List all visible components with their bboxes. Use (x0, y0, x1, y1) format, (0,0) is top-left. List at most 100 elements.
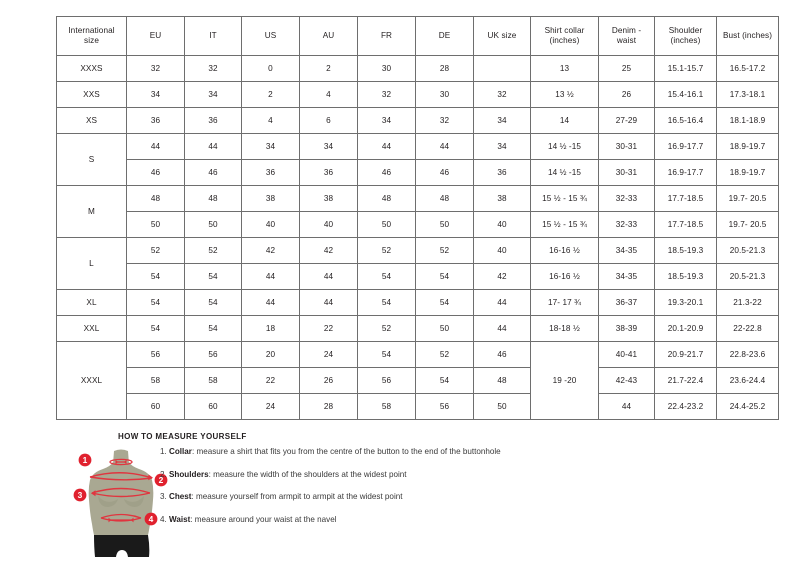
cell-au: 44 (299, 263, 358, 290)
cell-eu: 34 (126, 81, 185, 108)
cell-shirt-collar: 18-18 ½ (530, 315, 599, 342)
cell-au: 40 (299, 211, 358, 238)
table-header-row: International size EU IT US AU FR DE UK size Shir… (56, 16, 779, 56)
cell-shoulder: 18.5-19.3 (654, 263, 717, 290)
cell-us: 42 (241, 237, 300, 264)
cell-shirt-collar: 14 ½ -15 (530, 159, 599, 186)
size-chart-table-container: International size EU IT US AU FR DE UK size Shir… (56, 16, 779, 420)
cell-bust: 16.5-17.2 (716, 55, 779, 82)
mannequin-figure: 1 2 3 4 (70, 446, 172, 566)
svg-text:1: 1 (83, 455, 88, 465)
cell-au: 24 (299, 341, 358, 368)
cell-us: 44 (241, 263, 300, 290)
cell-fr: 58 (357, 393, 416, 420)
column-header-line: IT (209, 31, 217, 40)
cell-de: 30 (415, 81, 474, 108)
measure-step-text: : measure around your waist at the navel (190, 514, 337, 524)
table-row: S 44 44 34 34 44 44 34 14 ½ -15 30-31 16.9-17.7 18.… (56, 133, 779, 186)
cell-au: 42 (299, 237, 358, 264)
measure-step-number: 2. (160, 469, 167, 479)
measure-step-text: : measure a shirt that fits you from the… (191, 447, 501, 456)
cell-shirt-collar: 15 ½ - 15 ¾ (530, 211, 599, 238)
cell-us: 40 (241, 211, 300, 238)
cell-uk: 40 (473, 211, 531, 238)
cell-au: 26 (299, 367, 358, 394)
cell-denim: 25 (598, 55, 655, 82)
cell-shirt-collar: 13 (530, 55, 599, 82)
column-header-line: waist (616, 36, 637, 45)
cell-au: 38 (299, 185, 358, 212)
cell-uk: 44 (473, 289, 531, 316)
svg-text:2: 2 (159, 475, 164, 485)
cell-de: 52 (415, 237, 474, 264)
cell-us: 2 (241, 81, 300, 108)
cell-international-size: XXXS (56, 55, 127, 82)
cell-au: 2 (299, 55, 358, 82)
cell-uk: 44 (473, 315, 531, 342)
cell-international-size: S (56, 133, 127, 186)
cell-fr: 46 (357, 159, 416, 186)
cell-international-size: M (56, 185, 127, 238)
cell-shoulder: 16.9-17.7 (654, 133, 717, 160)
table-row: 58 58 22 26 56 54 48 42-43 21.7-22.4 23.6-24.4 (57, 367, 779, 394)
cell-fr: 32 (357, 81, 416, 108)
cell-de: 48 (415, 185, 474, 212)
how-to-measure-section: HOW TO MEASURE YOURSELF (0, 428, 787, 566)
measure-step: 2. Shoulders: measure the width of the s… (160, 469, 760, 479)
cell-eu: 54 (126, 289, 185, 316)
cell-uk: 36 (473, 159, 531, 186)
cell-it: 48 (184, 185, 242, 212)
column-header-line: International (68, 26, 115, 35)
measure-step-text: : measure yourself from armpit to armpit… (191, 492, 403, 502)
cell-de: 54 (415, 289, 474, 316)
cell-denim: 44 (598, 393, 655, 420)
cell-au: 6 (299, 107, 358, 134)
cell-eu: 44 (126, 133, 185, 160)
cell-it: 54 (184, 263, 242, 290)
cell-fr: 54 (357, 263, 416, 290)
cell-bust: 22-22.8 (716, 315, 779, 342)
measure-step: 3. Chest: measure yourself from armpit t… (160, 493, 760, 501)
cell-shirt-collar: 15 ½ - 15 ¾ (530, 185, 599, 212)
table-row: XXXS 32 32 0 2 30 28 13 25 15.1-15.7 16.5-17.2 (56, 55, 779, 82)
cell-shoulder: 20.1-20.9 (654, 315, 717, 342)
column-header-line: (inches) (549, 36, 580, 45)
cell-eu: 54 (126, 263, 185, 290)
cell-bust: 17.3-18.1 (716, 81, 779, 108)
cell-fr: 54 (357, 289, 416, 316)
cell-shirt-collar: 19 -20 (530, 341, 599, 420)
measure-step-number: 4. (160, 514, 167, 524)
column-header-us: US (241, 16, 300, 56)
cell-uk: 46 (473, 341, 531, 368)
cell-international-size: XL (56, 289, 127, 316)
cell-uk: 32 (473, 81, 531, 108)
how-to-measure-title: HOW TO MEASURE YOURSELF (118, 432, 247, 441)
cell-it: 36 (184, 107, 242, 134)
cell-uk: 34 (473, 107, 531, 134)
column-header-line: (inches) (670, 36, 701, 45)
cell-bust: 19.7- 20.5 (716, 185, 779, 212)
cell-denim: 34-35 (598, 263, 655, 290)
cell-eu: 46 (126, 159, 185, 186)
cell-bust: 23.6-24.4 (716, 367, 779, 394)
cell-fr: 52 (357, 315, 416, 342)
measure-step: 4. Waist: measure around your waist at t… (160, 514, 760, 524)
column-header-line: Shirt collar (544, 26, 585, 35)
cell-us: 20 (241, 341, 300, 368)
column-header-de: DE (415, 16, 474, 56)
cell-uk: 42 (473, 263, 531, 290)
column-header-line: FR (380, 31, 393, 40)
measure-step-number: 1. (160, 447, 167, 456)
cell-eu: 54 (126, 315, 185, 342)
cell-it: 58 (184, 367, 242, 394)
cell-denim: 27-29 (598, 107, 655, 134)
cell-bust: 18.9-19.7 (716, 133, 779, 160)
cell-shoulder: 17.7-18.5 (654, 211, 717, 238)
cell-it: 60 (184, 393, 242, 420)
table-row: 54 54 44 44 54 54 42 16-16 ½ 34-35 18.5-19.3 20.5-… (57, 263, 779, 290)
cell-bust: 18.9-19.7 (716, 159, 779, 186)
column-header-shoulder: Shoulder (inches) (654, 16, 717, 56)
table-row: 46 46 36 36 46 46 36 14 ½ -15 30-31 16.9-17.7 18.9… (57, 159, 779, 186)
table-row: 60 60 24 28 58 56 50 44 22.4-23.2 24.4-25.2 (57, 393, 779, 420)
cell-us: 22 (241, 367, 300, 394)
